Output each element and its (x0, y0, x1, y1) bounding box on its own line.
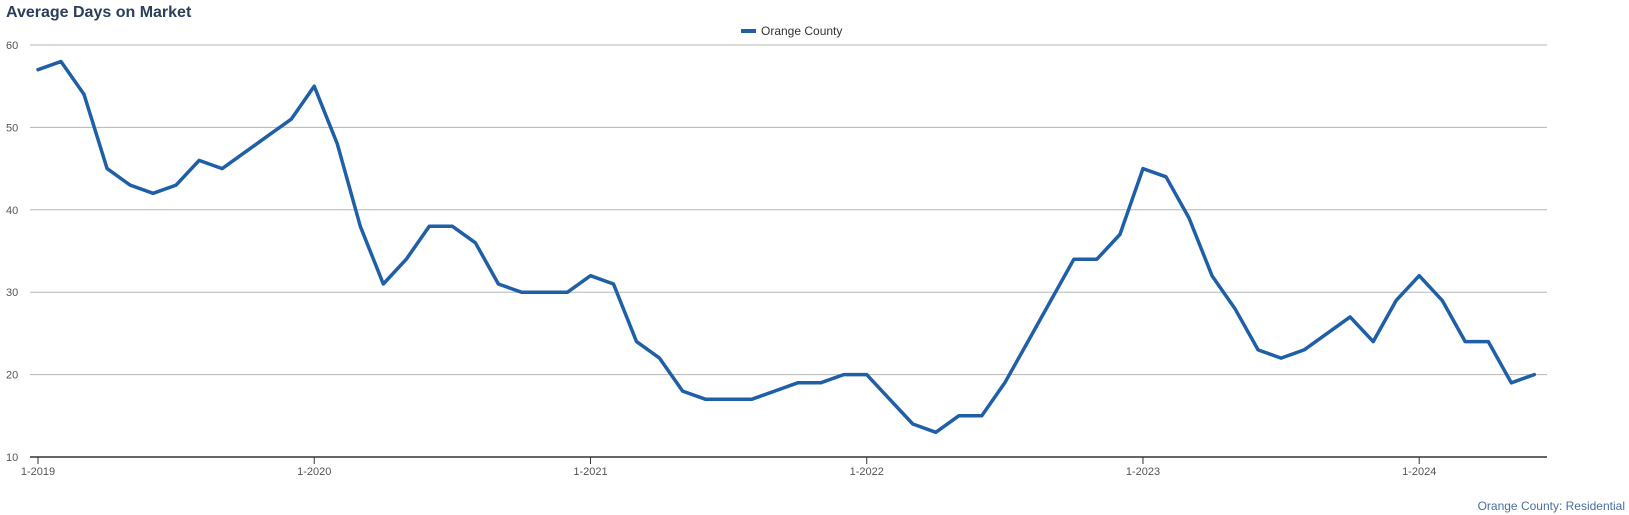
chart-title: Average Days on Market (6, 4, 192, 21)
gridlines (30, 44, 1547, 376)
y-tick-label: 10 (6, 452, 18, 464)
x-tick-label: 1-2020 (297, 466, 331, 478)
legend-swatch (741, 29, 756, 33)
legend-label[interactable]: Orange County (761, 24, 842, 38)
x-tick-label: 1-2019 (21, 466, 55, 478)
y-tick-label: 30 (6, 287, 18, 299)
axes: 10 20 30 40 50 60 1-2019 1-2020 1-2021 1-2022 1-20… (6, 40, 1547, 478)
y-tick-label: 20 (6, 370, 18, 382)
y-tick-label: 40 (6, 205, 18, 217)
y-tick-label: 60 (6, 40, 18, 52)
footer-note: Orange County: Residential (1477, 499, 1625, 513)
legend[interactable]: Orange County (741, 24, 842, 38)
x-tick-label: 1-2022 (850, 466, 884, 478)
y-tick-label: 50 (6, 122, 18, 134)
x-tick-label: 1-2023 (1126, 466, 1160, 478)
series-line[interactable] (36, 59, 1537, 435)
series-layer (36, 59, 1537, 435)
x-tick-label: 1-2024 (1402, 466, 1436, 478)
x-tick-label: 1-2021 (573, 466, 607, 478)
